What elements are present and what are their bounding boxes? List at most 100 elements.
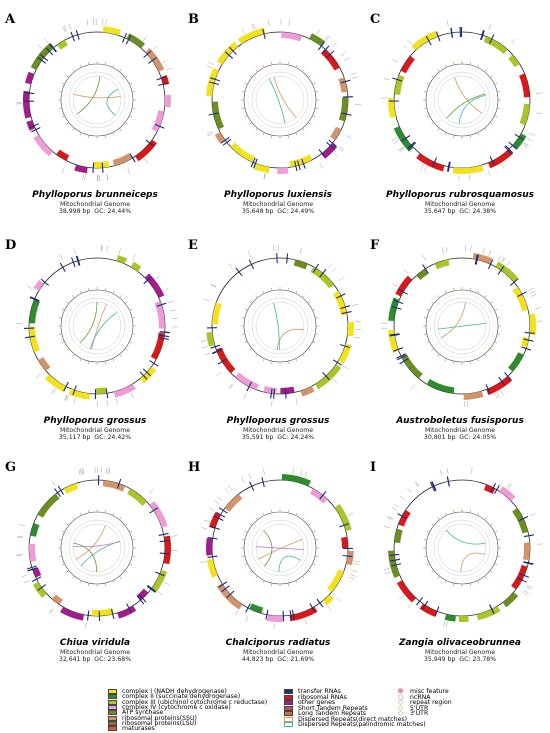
feature-leader bbox=[171, 535, 178, 537]
feature-leader bbox=[245, 615, 249, 622]
repeat-tick bbox=[58, 333, 62, 336]
repeat-tick bbox=[270, 287, 273, 291]
legend-label: Long Tandem Repeats bbox=[298, 710, 367, 717]
feature-leader bbox=[447, 20, 449, 27]
gene-block bbox=[29, 299, 40, 324]
feature-leader bbox=[127, 168, 131, 174]
feature-leader bbox=[353, 563, 360, 565]
genome-circle bbox=[28, 31, 166, 169]
circular-genome-map bbox=[383, 467, 543, 628]
gene-block bbox=[135, 139, 158, 162]
repeat-tick bbox=[112, 580, 115, 584]
feature-leader bbox=[200, 340, 207, 342]
trna-tick bbox=[391, 563, 402, 567]
repeat-tick bbox=[287, 509, 290, 513]
gene-block bbox=[136, 588, 149, 601]
gene-block bbox=[463, 391, 484, 400]
gene-block bbox=[96, 387, 107, 395]
feature-leader bbox=[398, 146, 404, 151]
feature-leader bbox=[420, 164, 424, 170]
trna-tick bbox=[235, 267, 243, 277]
repeat-tick bbox=[66, 301, 70, 304]
trna-tick bbox=[342, 554, 353, 558]
feature-leader bbox=[16, 537, 23, 539]
feature-leader bbox=[383, 526, 390, 528]
repeat-tick bbox=[262, 290, 265, 294]
trna-tick bbox=[29, 296, 40, 302]
gene-block bbox=[38, 357, 51, 371]
repeat-link bbox=[263, 530, 273, 567]
legend-item: ◇ 3'UTR bbox=[396, 710, 428, 718]
feature-leader bbox=[347, 512, 354, 516]
legend-label: other genes bbox=[298, 699, 336, 706]
trna-tick bbox=[328, 139, 337, 147]
inner-ring bbox=[251, 297, 309, 355]
repeat-tick bbox=[79, 64, 82, 68]
gene-block bbox=[444, 614, 456, 622]
repeat-tick bbox=[255, 127, 258, 131]
trna-tick bbox=[291, 609, 295, 620]
circular-genome-map bbox=[15, 245, 178, 407]
gene-block bbox=[508, 352, 524, 372]
repeat-tick bbox=[497, 107, 501, 110]
repeat-tick bbox=[58, 538, 62, 541]
trna-tick bbox=[416, 596, 424, 606]
trna-tick bbox=[446, 476, 450, 487]
gene-block bbox=[341, 536, 349, 549]
trna-tick bbox=[407, 142, 417, 150]
gene-block bbox=[387, 98, 397, 118]
legend-swatch bbox=[108, 710, 117, 716]
repeat-tick bbox=[312, 115, 316, 118]
gene-block bbox=[145, 47, 165, 72]
panel-letter: F bbox=[370, 238, 380, 253]
repeat-tick bbox=[444, 580, 447, 584]
trna-tick bbox=[301, 158, 306, 169]
legend-label: complex IV (cytochrome c oxidase) bbox=[122, 703, 231, 711]
repeat-link bbox=[75, 525, 106, 560]
trna-tick bbox=[521, 346, 532, 351]
repeat-tick bbox=[497, 333, 501, 336]
genome-subtitle: Mitochondrial Genome bbox=[242, 649, 314, 656]
repeat-tick bbox=[244, 563, 248, 566]
repeat-tick bbox=[132, 555, 136, 558]
gene-block bbox=[60, 606, 85, 621]
trna-tick bbox=[429, 481, 436, 492]
trna-tick bbox=[217, 358, 227, 365]
feature-leader bbox=[501, 163, 505, 170]
repeat-tick bbox=[129, 82, 133, 85]
repeat-tick bbox=[262, 132, 265, 136]
trna-tick bbox=[145, 139, 154, 147]
repeat-tick bbox=[249, 75, 253, 78]
repeat-tick bbox=[124, 348, 128, 351]
trna-tick bbox=[434, 606, 440, 617]
feature-leader bbox=[494, 393, 498, 399]
repeat-tick bbox=[469, 135, 472, 139]
repeat-tick bbox=[119, 575, 122, 579]
trna-tick bbox=[159, 331, 170, 334]
trna-tick bbox=[210, 344, 221, 349]
panel-letter: D bbox=[5, 238, 17, 253]
repeat-tick bbox=[255, 517, 258, 521]
legend-label: complex I (NADH dehydrogenase) bbox=[122, 688, 227, 695]
feature-leader bbox=[471, 467, 473, 474]
trna-tick bbox=[398, 288, 408, 295]
repeat-tick bbox=[477, 580, 480, 584]
feature-leader bbox=[229, 384, 234, 390]
trna-tick bbox=[435, 31, 441, 42]
gene-block bbox=[334, 504, 352, 532]
repeat-tick bbox=[477, 512, 480, 516]
repeat-tick bbox=[61, 308, 65, 311]
gene-block bbox=[281, 32, 303, 42]
legend-item: transfer RNAs bbox=[284, 688, 341, 695]
feature-leader bbox=[73, 397, 76, 404]
repeat-link bbox=[80, 540, 121, 567]
feature-leader bbox=[526, 137, 533, 141]
repeat-tick bbox=[484, 517, 487, 521]
trna-tick bbox=[156, 75, 167, 81]
gene-block bbox=[398, 509, 411, 527]
genome-panel-f: F Austroboletus fusisporus Mitochondrial G… bbox=[370, 238, 550, 458]
feature-leader bbox=[81, 468, 84, 475]
feature-leader bbox=[19, 524, 26, 527]
repeat-tick bbox=[87, 361, 90, 365]
trna-tick bbox=[265, 609, 269, 620]
